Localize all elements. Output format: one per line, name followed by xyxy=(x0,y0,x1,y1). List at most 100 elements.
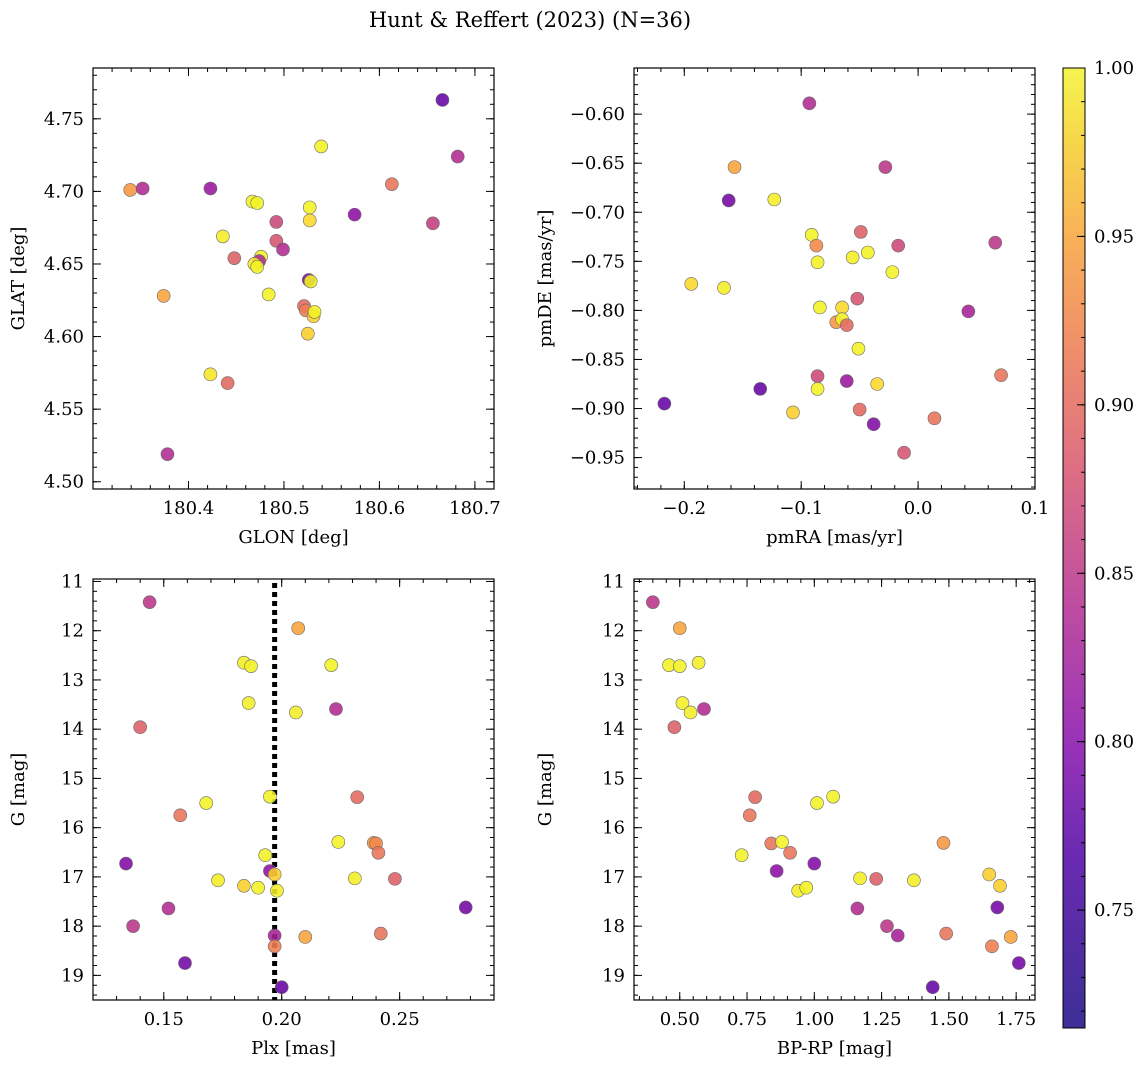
scatter-point xyxy=(734,848,749,863)
scatter-point xyxy=(839,318,854,332)
y-axis-label: G [mag] xyxy=(8,753,29,826)
scatter-point xyxy=(717,281,731,295)
scatter-point xyxy=(907,873,921,888)
scatter-point xyxy=(672,659,687,673)
y-tick-label: 12 xyxy=(61,621,84,642)
scatter-point xyxy=(742,808,757,823)
y-axis-label: G [mag] xyxy=(535,753,556,826)
x-tick-label: 0.25 xyxy=(380,1009,420,1030)
scatter-point xyxy=(270,883,284,898)
scatter-point xyxy=(982,867,997,882)
scatter-point xyxy=(385,177,399,191)
scatter-point xyxy=(939,926,953,941)
scatter-point xyxy=(993,878,1007,893)
colorbar-tick-label: 0.85 xyxy=(1094,563,1134,584)
scatter-point xyxy=(1003,930,1018,944)
scatter-point xyxy=(160,447,175,461)
scatter-point xyxy=(301,326,315,341)
scatter-point xyxy=(307,305,322,319)
y-axis-label: pmDE [mas/yr] xyxy=(535,210,556,348)
scatter-point xyxy=(802,96,817,111)
scatter-point xyxy=(813,300,827,315)
scatter-point xyxy=(697,702,711,716)
y-tick-label: −0.70 xyxy=(570,202,625,223)
scatter-point xyxy=(994,368,1008,382)
scatter-point xyxy=(775,835,789,849)
x-tick-label: 0.1 xyxy=(1021,498,1050,519)
scatter-point xyxy=(667,720,682,735)
scatter-point xyxy=(727,160,742,174)
scatter-point xyxy=(721,193,736,208)
y-tick-label: −0.65 xyxy=(570,153,625,174)
scatter-point xyxy=(350,790,364,804)
plot-frame xyxy=(633,578,1036,1001)
colorbar-tick-label: 1.00 xyxy=(1094,58,1134,79)
scatter-point xyxy=(126,919,140,933)
scatter-point xyxy=(347,207,362,222)
scatter-point xyxy=(961,304,976,319)
y-tick-label: −0.90 xyxy=(570,399,625,420)
scatter-point xyxy=(426,216,440,231)
scatter-point xyxy=(861,245,875,260)
scatter-point xyxy=(657,396,672,411)
scatter-point xyxy=(241,696,256,710)
y-tick-label: −0.75 xyxy=(570,251,625,272)
scatter-point xyxy=(329,702,343,716)
scatter-point xyxy=(156,289,171,303)
y-tick-label: −0.60 xyxy=(570,104,625,125)
scatter-point xyxy=(250,260,265,274)
scatter-point xyxy=(237,878,251,893)
scatter-point xyxy=(133,720,147,735)
scatter-point xyxy=(691,655,706,670)
scatter-point xyxy=(936,836,951,850)
x-tick-label: −0.2 xyxy=(662,498,706,519)
scatter-point xyxy=(458,900,473,915)
scatter-point xyxy=(850,901,865,916)
scatter-point xyxy=(274,980,289,994)
scatter-point xyxy=(990,900,1005,915)
colorbar-tick-label: 0.80 xyxy=(1094,732,1134,753)
scatter-point xyxy=(866,417,881,432)
y-tick-label: 4.65 xyxy=(44,254,84,275)
x-axis-label: BP-RP [mag] xyxy=(777,1038,892,1059)
panel-glon-glat: 180.4 180.5 180.6 180.7 4.50 4.55 4.60 4.65 4.70… xyxy=(8,67,501,548)
scatter-point xyxy=(250,196,265,210)
y-tick-label: 11 xyxy=(61,571,84,592)
y-tick-label: 4.55 xyxy=(44,399,84,420)
scatter-point xyxy=(178,956,192,970)
scatter-point xyxy=(783,845,797,860)
scatter-point xyxy=(348,871,362,886)
scatter-point xyxy=(173,808,188,823)
scatter-point xyxy=(748,790,762,804)
scatter-point xyxy=(769,864,784,878)
y-tick-label: 14 xyxy=(61,719,84,740)
scatter-point xyxy=(925,980,940,994)
scatter-point xyxy=(890,928,905,943)
scatter-point xyxy=(786,405,800,420)
y-tick-label: 17 xyxy=(61,867,84,888)
scatter-point xyxy=(302,200,317,215)
x-axis-label: pmRA [mas/yr] xyxy=(766,527,903,548)
scatter-point xyxy=(810,255,825,270)
scatter-point xyxy=(826,789,840,804)
scatter-point xyxy=(927,411,942,426)
x-tick-label: 0.0 xyxy=(904,498,933,519)
y-tick-label: 18 xyxy=(61,916,84,937)
scatter-point xyxy=(684,277,699,291)
scatter-point xyxy=(853,871,867,886)
colorbar: 0.75 0.80 0.85 0.90 0.95 1.00 xyxy=(1062,58,1134,1029)
scatter-point xyxy=(672,621,687,636)
scatter-point xyxy=(199,796,214,810)
scatter-point xyxy=(261,287,276,302)
figure-title: Hunt & Reffert (2023) (N=36) xyxy=(369,8,691,32)
scatter-point xyxy=(119,856,133,871)
scatter-point xyxy=(435,93,450,107)
y-tick-label: 18 xyxy=(602,916,625,937)
scatter-point xyxy=(683,705,698,720)
scatter-point xyxy=(142,595,157,609)
y-tick-label: 13 xyxy=(602,670,625,691)
scatter-point xyxy=(291,621,306,636)
scatter-point xyxy=(988,235,1003,250)
scatter-point xyxy=(753,382,768,396)
scatter-point xyxy=(845,250,860,265)
